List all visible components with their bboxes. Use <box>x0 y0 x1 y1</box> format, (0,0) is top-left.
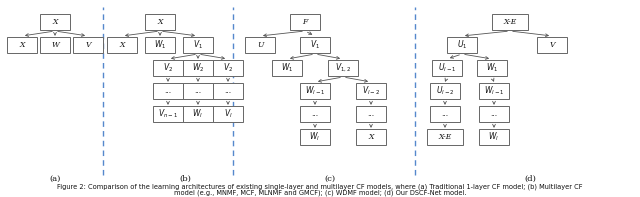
Text: X: X <box>368 133 374 141</box>
Text: $V_{1,2}$: $V_{1,2}$ <box>335 62 351 74</box>
Text: ...: ... <box>164 87 172 95</box>
FancyBboxPatch shape <box>40 37 70 53</box>
Text: $V_l$: $V_l$ <box>223 108 232 120</box>
Text: X: X <box>119 41 125 49</box>
FancyBboxPatch shape <box>272 60 302 76</box>
Text: $W_{l-1}$: $W_{l-1}$ <box>305 85 325 97</box>
Text: W: W <box>51 41 59 49</box>
Text: $W_l$: $W_l$ <box>193 108 204 120</box>
FancyBboxPatch shape <box>153 106 183 122</box>
Text: $V_1$: $V_1$ <box>193 39 203 51</box>
FancyBboxPatch shape <box>430 83 460 99</box>
FancyBboxPatch shape <box>492 14 528 30</box>
FancyBboxPatch shape <box>107 37 137 53</box>
Text: ...: ... <box>195 87 202 95</box>
Text: $W_l$: $W_l$ <box>310 131 321 143</box>
Text: (b): (b) <box>179 175 191 183</box>
Text: $U_{l-1}$: $U_{l-1}$ <box>438 62 456 74</box>
Text: Figure 2: Comparison of the learning architectures of existing single-layer and : Figure 2: Comparison of the learning arc… <box>57 184 583 190</box>
Text: V: V <box>549 41 555 49</box>
Text: U: U <box>257 41 263 49</box>
FancyBboxPatch shape <box>40 14 70 30</box>
Text: $V_2$: $V_2$ <box>223 62 233 74</box>
Text: ...: ... <box>312 110 319 118</box>
FancyBboxPatch shape <box>479 106 509 122</box>
Text: (c): (c) <box>324 175 335 183</box>
Text: $W_1$: $W_1$ <box>281 62 293 74</box>
FancyBboxPatch shape <box>183 37 213 53</box>
FancyBboxPatch shape <box>356 83 386 99</box>
FancyBboxPatch shape <box>183 83 213 99</box>
Text: $V_2$: $V_2$ <box>163 62 173 74</box>
FancyBboxPatch shape <box>245 37 275 53</box>
FancyBboxPatch shape <box>290 14 320 30</box>
FancyBboxPatch shape <box>153 83 183 99</box>
FancyBboxPatch shape <box>183 60 213 76</box>
Text: ...: ... <box>367 110 374 118</box>
FancyBboxPatch shape <box>183 106 213 122</box>
Text: $W_{l-1}$: $W_{l-1}$ <box>484 85 504 97</box>
Text: (d): (d) <box>524 175 536 183</box>
FancyBboxPatch shape <box>447 37 477 53</box>
Text: $V_{l-2}$: $V_{l-2}$ <box>362 85 380 97</box>
FancyBboxPatch shape <box>356 106 386 122</box>
FancyBboxPatch shape <box>300 129 330 145</box>
FancyBboxPatch shape <box>477 60 507 76</box>
FancyBboxPatch shape <box>213 106 243 122</box>
FancyBboxPatch shape <box>213 60 243 76</box>
Text: $U_1$: $U_1$ <box>457 39 467 51</box>
Text: $W_l$: $W_l$ <box>488 131 499 143</box>
Text: F: F <box>302 18 308 26</box>
Text: ...: ... <box>225 87 232 95</box>
FancyBboxPatch shape <box>432 60 462 76</box>
FancyBboxPatch shape <box>479 83 509 99</box>
FancyBboxPatch shape <box>7 37 37 53</box>
FancyBboxPatch shape <box>356 129 386 145</box>
FancyBboxPatch shape <box>73 37 103 53</box>
FancyBboxPatch shape <box>145 14 175 30</box>
Text: X: X <box>19 41 25 49</box>
FancyBboxPatch shape <box>213 83 243 99</box>
Text: V: V <box>85 41 91 49</box>
FancyBboxPatch shape <box>328 60 358 76</box>
FancyBboxPatch shape <box>300 83 330 99</box>
FancyBboxPatch shape <box>537 37 567 53</box>
Text: $V_1$: $V_1$ <box>310 39 320 51</box>
FancyBboxPatch shape <box>430 106 460 122</box>
Text: $U_{l-2}$: $U_{l-2}$ <box>436 85 454 97</box>
Text: model (e.g., MNMF, MCF, MLNMF and GMCF); (c) WDMF model; (d) Our DSCF-Net model.: model (e.g., MNMF, MCF, MLNMF and GMCF);… <box>173 190 467 196</box>
Text: (a): (a) <box>49 175 61 183</box>
Text: ...: ... <box>442 110 449 118</box>
Text: $V_{n-1}$: $V_{n-1}$ <box>158 108 178 120</box>
FancyBboxPatch shape <box>479 129 509 145</box>
Text: $W_1$: $W_1$ <box>154 39 166 51</box>
Text: $W_2$: $W_2$ <box>192 62 204 74</box>
Text: X: X <box>52 18 58 26</box>
FancyBboxPatch shape <box>153 60 183 76</box>
Text: X-E: X-E <box>438 133 452 141</box>
FancyBboxPatch shape <box>300 106 330 122</box>
FancyBboxPatch shape <box>145 37 175 53</box>
Text: X-E: X-E <box>503 18 516 26</box>
Text: X: X <box>157 18 163 26</box>
FancyBboxPatch shape <box>300 37 330 53</box>
FancyBboxPatch shape <box>427 129 463 145</box>
Text: ...: ... <box>490 110 497 118</box>
Text: $W_1$: $W_1$ <box>486 62 498 74</box>
